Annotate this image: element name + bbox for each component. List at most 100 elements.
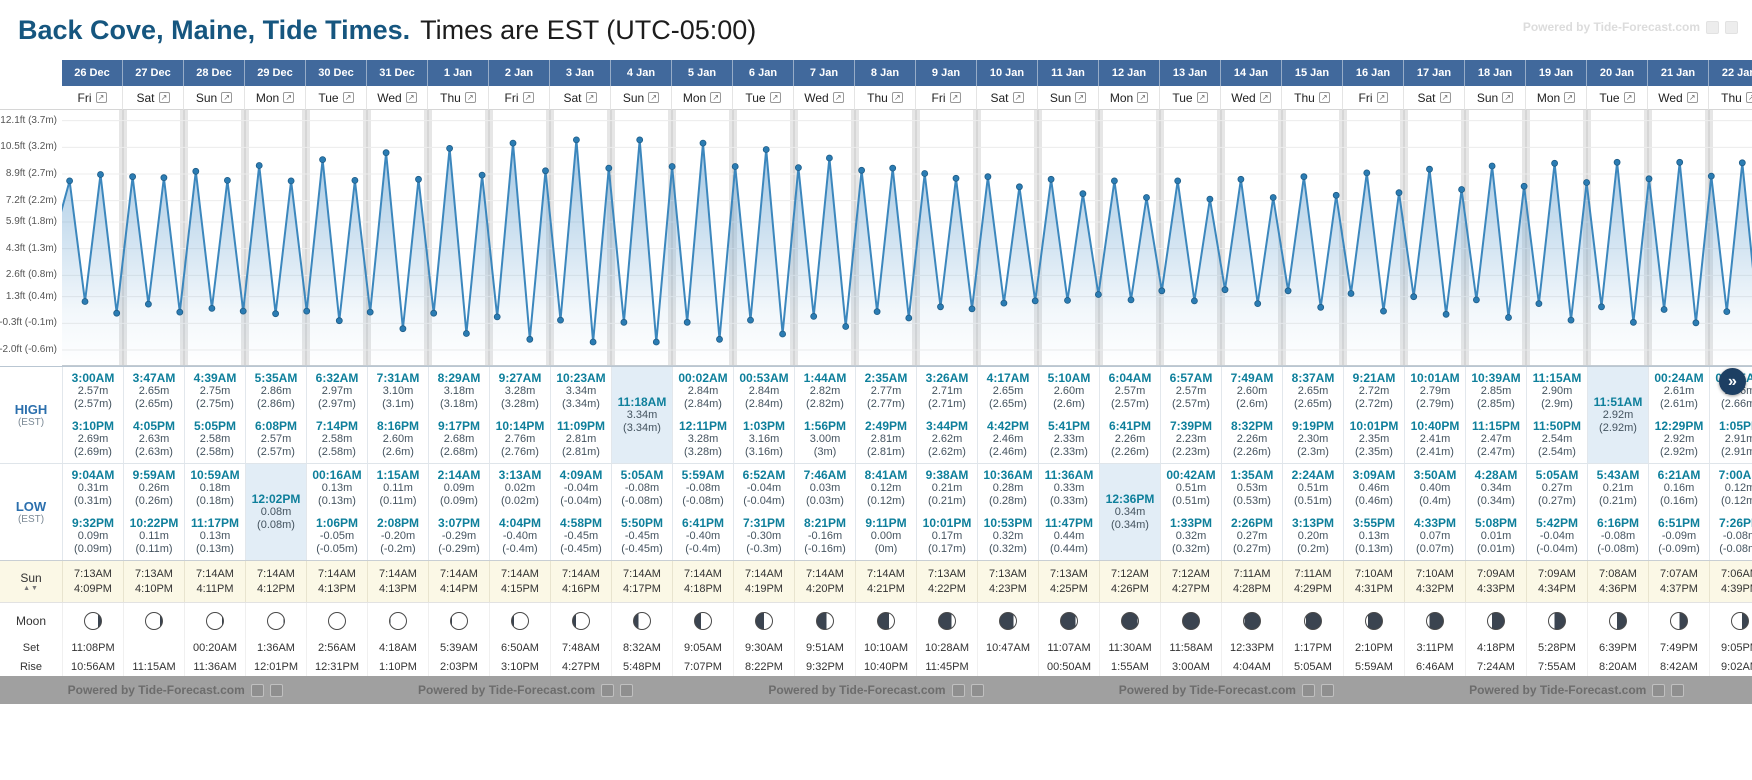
day-of-week-label: Mon [1536, 90, 1561, 105]
watermark-badge-icon [1706, 20, 1719, 34]
expand-day-icon[interactable]: ↗ [283, 92, 295, 103]
moon-cell [306, 603, 367, 638]
sunset-time: 4:26PM [1111, 583, 1149, 595]
moonset-time: 11:08PM [62, 638, 123, 657]
tide-time: 11:15PM [1471, 418, 1521, 433]
tide-height-datum: (0.18m) [196, 494, 234, 507]
tide-time: 9:21AM [1352, 370, 1396, 385]
tide-height-m: 2.84m [748, 384, 780, 397]
tide-height-m: 2.46m [992, 432, 1024, 445]
tide-height-datum: (0.21m) [928, 494, 966, 507]
expand-day-icon[interactable]: ↗ [342, 92, 354, 103]
moon-cell [123, 603, 184, 638]
expand-day-icon[interactable]: ↗ [710, 92, 722, 103]
expand-day-icon[interactable]: ↗ [158, 92, 170, 103]
tide-entry: 7:26PM-0.08m(-0.08m) [1710, 512, 1752, 560]
sunrise-time: 7:07AM [1660, 568, 1698, 580]
tide-height-datum: (0.01m) [1477, 542, 1515, 555]
tide-point-dot [589, 338, 597, 346]
expand-day-icon[interactable]: ↗ [1502, 92, 1514, 103]
tide-height-m: 3.18m [443, 384, 475, 397]
tide-time: 9:59AM [132, 467, 176, 482]
tide-time: 2:14AM [437, 467, 481, 482]
moon-phase-icon [1609, 611, 1627, 630]
expand-day-icon[interactable]: ↗ [1137, 92, 1149, 103]
tide-point-dot [636, 136, 644, 144]
expand-day-icon[interactable]: ↗ [1686, 92, 1698, 103]
tide-entry: 11:51AM 2.92m (2.92m) [1588, 395, 1648, 435]
expand-day-icon[interactable]: ↗ [891, 92, 903, 103]
y-axis-label: 2.6ft (0.8m) [5, 269, 57, 281]
tide-height-m: 0.44m [1053, 529, 1085, 542]
expand-day-icon[interactable]: ↗ [1623, 92, 1635, 103]
tide-point-dot [826, 154, 833, 162]
moon-cell [1648, 603, 1709, 638]
expand-day-icon[interactable]: ↗ [1439, 92, 1451, 103]
expand-day-icon[interactable]: ↗ [1564, 92, 1576, 103]
expand-day-icon[interactable]: ↗ [522, 92, 534, 103]
tide-entry: 1:44AM 2.82m (2.82m) [795, 367, 855, 415]
tide-height-datum: (2.57m) [1172, 397, 1210, 410]
expand-day-icon[interactable]: ↗ [405, 92, 417, 103]
moonrise-time: 12:01PM [245, 657, 306, 676]
sunrise-time: 7:14AM [318, 568, 356, 580]
tide-entry: 10:01AM 2.79m (2.79m) [1405, 367, 1465, 415]
tide-height-m: 2.61m [1663, 384, 1695, 397]
tide-point-dot [1317, 303, 1325, 311]
date-header-cell: 26 Dec [62, 60, 123, 86]
expand-day-icon[interactable]: ↗ [95, 92, 107, 103]
expand-day-icon[interactable]: ↗ [221, 92, 233, 103]
next-days-button[interactable]: » [1719, 368, 1746, 395]
tide-height-datum: (0.33m) [1050, 494, 1088, 507]
expand-day-icon[interactable]: ↗ [585, 92, 597, 103]
tide-height-m: 0.09m [443, 481, 475, 494]
tide-height-m: 2.33m [1053, 432, 1085, 445]
expand-day-icon[interactable]: ↗ [1745, 92, 1752, 103]
expand-day-icon[interactable]: ↗ [464, 92, 476, 103]
low-tide-cell: 3:50AM 0.40m (0.4m) 4:33PM 0.07m (0.07m) [1404, 464, 1465, 560]
low-tide-cell: 7:00AM0.12m(0.12m)7:26PM-0.08m(-0.08m) [1709, 464, 1752, 560]
sun-cell: 7:12AM 4:27PM [1160, 561, 1221, 602]
tide-height-datum: (-0.09m) [1658, 542, 1700, 555]
tide-entry: 1:33PM 0.32m (0.32m) [1161, 512, 1221, 560]
footer-credit-link[interactable]: Powered by Tide-Forecast.com [67, 683, 245, 697]
footer-credit-link[interactable]: Powered by Tide-Forecast.com [1469, 683, 1647, 697]
date-header-cell: 7 Jan [794, 60, 855, 86]
tide-point-dot [399, 325, 407, 333]
rise-cells: 10:56AM 11:15AM 11:36AM 12:01PM 12:31PM 1:10P… [62, 657, 1752, 676]
footer-credit-link[interactable]: Powered by Tide-Forecast.com [418, 683, 596, 697]
day-of-week-label: Sat [563, 90, 582, 105]
expand-day-icon[interactable]: ↗ [949, 92, 961, 103]
expand-day-icon[interactable]: ↗ [1259, 92, 1271, 103]
tide-height-m: 2.58m [321, 432, 353, 445]
moon-cell [1526, 603, 1587, 638]
expand-day-icon[interactable]: ↗ [1075, 92, 1087, 103]
expand-day-icon[interactable]: ↗ [832, 92, 844, 103]
sunset-time: 4:32PM [1416, 583, 1454, 595]
tide-time: 4:39AM [193, 370, 237, 385]
tide-height-m: 0.13m [1358, 529, 1390, 542]
high-tide-cell: 00:24AM 2.61m (2.61m) 12:29PM 2.92m (2.92m) [1648, 367, 1709, 463]
tide-point-dot [605, 164, 613, 172]
moonrise-time: 10:40PM [855, 657, 916, 676]
footer-credit-link[interactable]: Powered by Tide-Forecast.com [768, 683, 946, 697]
tide-height-m: 0.26m [138, 481, 170, 494]
expand-day-icon[interactable]: ↗ [769, 92, 781, 103]
tide-height-datum: (3m) [813, 445, 837, 458]
expand-day-icon[interactable]: ↗ [1012, 92, 1024, 103]
moon-phase-icon [511, 611, 529, 630]
expand-day-icon[interactable]: ↗ [1318, 92, 1330, 103]
tide-time: 1:06PM [315, 515, 359, 530]
tide-point-dot [1676, 158, 1684, 166]
low-tide-cell: 3:13AM 0.02m (0.02m) 4:04PM -0.40m (-0.4m) [489, 464, 550, 560]
expand-day-icon[interactable]: ↗ [648, 92, 660, 103]
high-tide-cell: 6:57AM 2.57m (2.57m) 7:39PM 2.23m (2.23m) [1160, 367, 1221, 463]
footer-badge-icon [1652, 683, 1666, 697]
low-tide-label: LOW (EST) [0, 464, 62, 560]
expand-day-icon[interactable]: ↗ [1196, 92, 1208, 103]
sun-cell: 7:14AM 4:11PM [184, 561, 245, 602]
expand-day-icon[interactable]: ↗ [1376, 92, 1388, 103]
tide-time: 5:05AM [620, 467, 664, 482]
moon-phase-icon [1243, 611, 1261, 630]
footer-credit-link[interactable]: Powered by Tide-Forecast.com [1118, 683, 1296, 697]
